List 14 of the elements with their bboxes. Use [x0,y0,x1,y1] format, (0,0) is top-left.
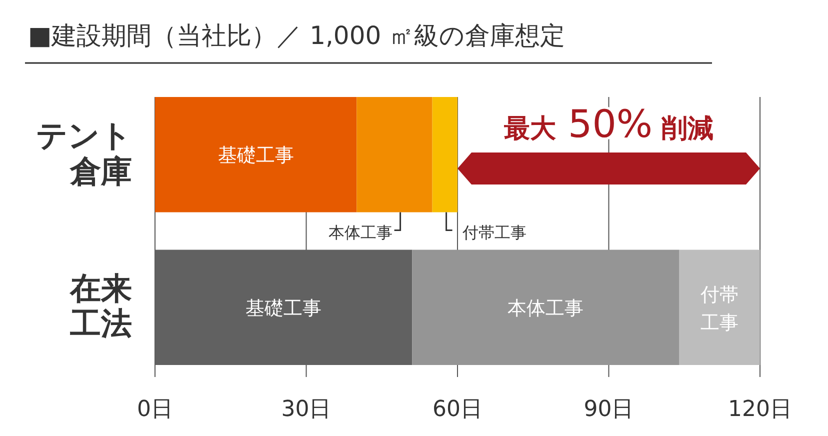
text: 付帯工事 [700,284,739,334]
y-tick-label: テント倉庫 [34,118,132,190]
x-tick-label: 60日 [432,397,482,422]
chart-title: ■建設期間（当社比）／ 1,000 ㎡級の倉庫想定 [28,21,566,50]
series-label: 本体工事 [328,223,392,242]
text: 基礎工事 [246,297,322,320]
series-label: 基礎工事 [218,144,294,167]
x-tick-label: 90日 [584,397,634,422]
x-tick-label: 30日 [281,397,332,422]
x-tick-label: 120日 [728,397,792,422]
series-label: 付帯工事 [462,223,526,242]
y-tick-label: 在来工法 [68,270,132,343]
x-tick-label: 0日 [137,397,173,422]
text: 本体工事 [508,297,584,320]
